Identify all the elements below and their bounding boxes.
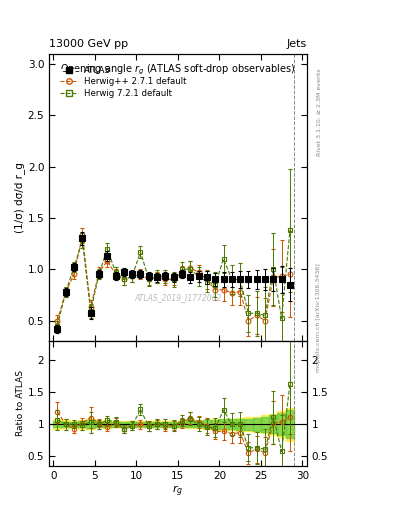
Text: mcplots.cern.ch [arXiv:1306.3436]: mcplots.cern.ch [arXiv:1306.3436] [316, 263, 321, 372]
Text: Rivet 3.1.10, ≥ 2.3M events: Rivet 3.1.10, ≥ 2.3M events [316, 69, 321, 157]
Y-axis label: (1/σ) dσ/d r_g: (1/σ) dσ/d r_g [14, 162, 25, 233]
Legend: ATLAS, Herwig++ 2.7.1 default, Herwig 7.2.1 default: ATLAS, Herwig++ 2.7.1 default, Herwig 7.… [59, 64, 189, 99]
Text: 13000 GeV pp: 13000 GeV pp [49, 38, 128, 49]
Y-axis label: Ratio to ATLAS: Ratio to ATLAS [16, 371, 25, 436]
Text: Opening angle $r_g$ (ATLAS soft-drop observables): Opening angle $r_g$ (ATLAS soft-drop obs… [60, 62, 296, 77]
Text: Jets: Jets [286, 38, 307, 49]
X-axis label: $r_g$: $r_g$ [172, 483, 184, 499]
Text: ATLAS_2019_I1772062: ATLAS_2019_I1772062 [134, 293, 222, 303]
